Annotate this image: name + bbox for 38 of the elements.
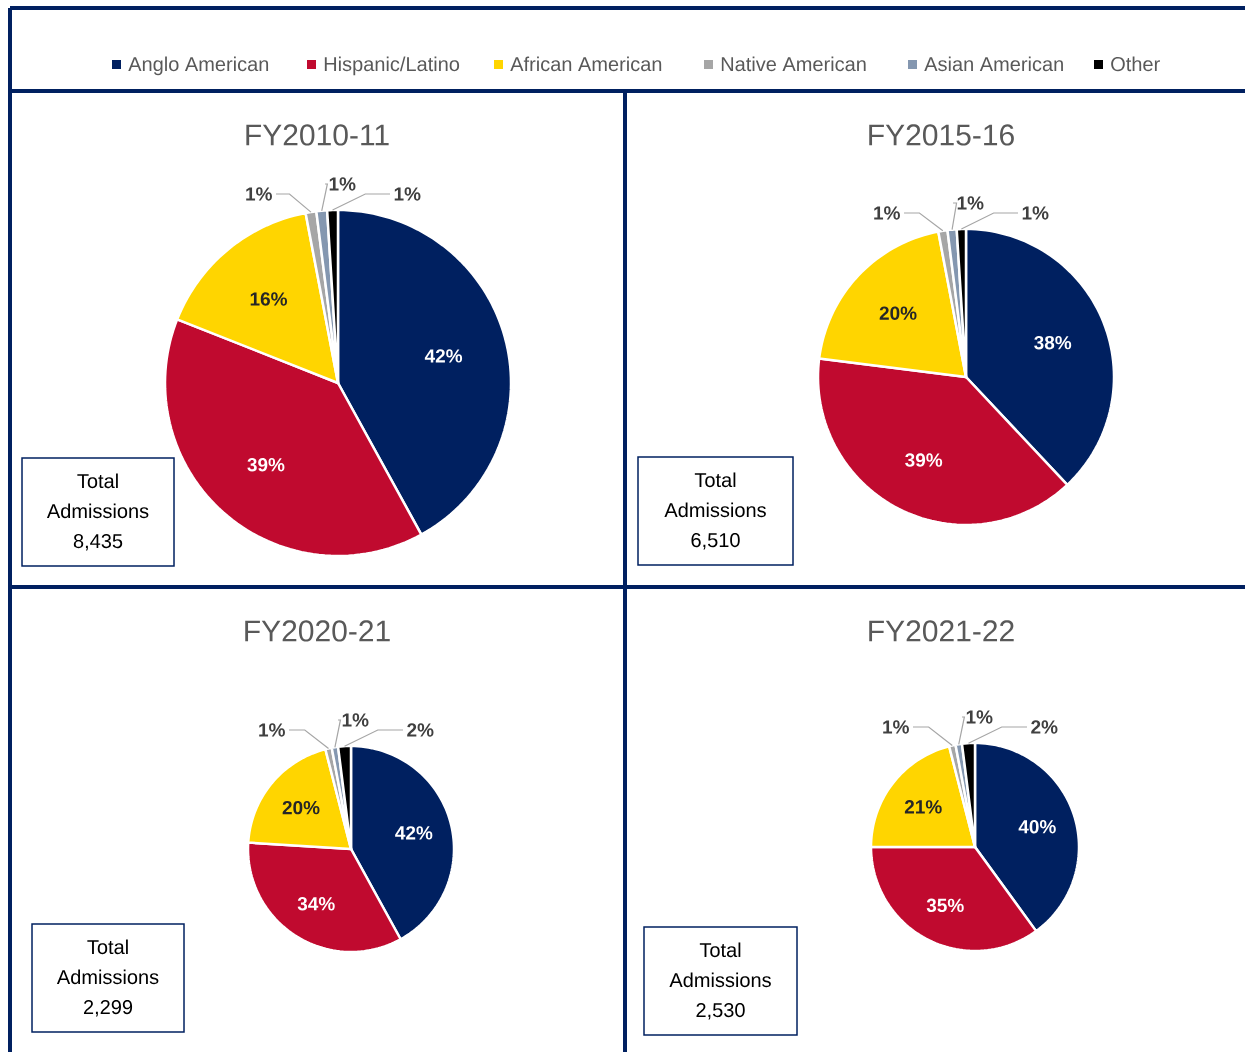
data-label: 39% (247, 457, 285, 472)
legend-label: Anglo American (128, 56, 269, 76)
data-label: 35% (926, 898, 964, 913)
data-label: 2% (1031, 720, 1058, 734)
data-label: 1% (329, 177, 356, 191)
data-label: 38% (1034, 335, 1072, 350)
data-label: 16% (250, 292, 288, 306)
legend-label: Other (1111, 56, 1160, 72)
data-label: 1% (342, 713, 369, 727)
legend-label: African American (510, 56, 662, 72)
data-label: 1% (883, 720, 909, 734)
chart-title: FY2020-21 (245, 620, 390, 642)
text: Total Admissions 2,530 (669, 942, 771, 1020)
data-label: 2% (407, 723, 434, 737)
text: FY2010-11 (246, 124, 389, 146)
data-label: 1% (259, 723, 285, 737)
data-label: 1% (957, 196, 984, 210)
data-label: 1% (874, 206, 900, 220)
data-label: 1% (246, 187, 272, 201)
chart-title: FY2021-22 (869, 620, 1014, 642)
data-label: 20% (282, 800, 320, 815)
data-label: 1% (1022, 206, 1049, 220)
data-label: 42% (395, 826, 433, 840)
data-label: 40% (1018, 820, 1056, 834)
legend-label: Native American (721, 56, 866, 72)
data-label: 1% (966, 710, 993, 724)
legend-label: Hispanic/Latino (324, 56, 460, 76)
data-label: 20% (879, 306, 917, 320)
data-label: 42% (424, 349, 463, 363)
text: Total Admissions 8,435 (46, 473, 149, 551)
data-label: 21% (904, 800, 942, 814)
data-label: 1% (394, 187, 421, 201)
text: Total Admissions 2,299 (56, 939, 159, 1017)
data-label: 39% (905, 453, 943, 467)
text: Total Admissions 6,510 (664, 472, 766, 550)
data-label: 34% (297, 897, 335, 911)
chart-title: FY2015-16 (869, 124, 1014, 146)
legend-label: Asian American (924, 56, 1063, 72)
